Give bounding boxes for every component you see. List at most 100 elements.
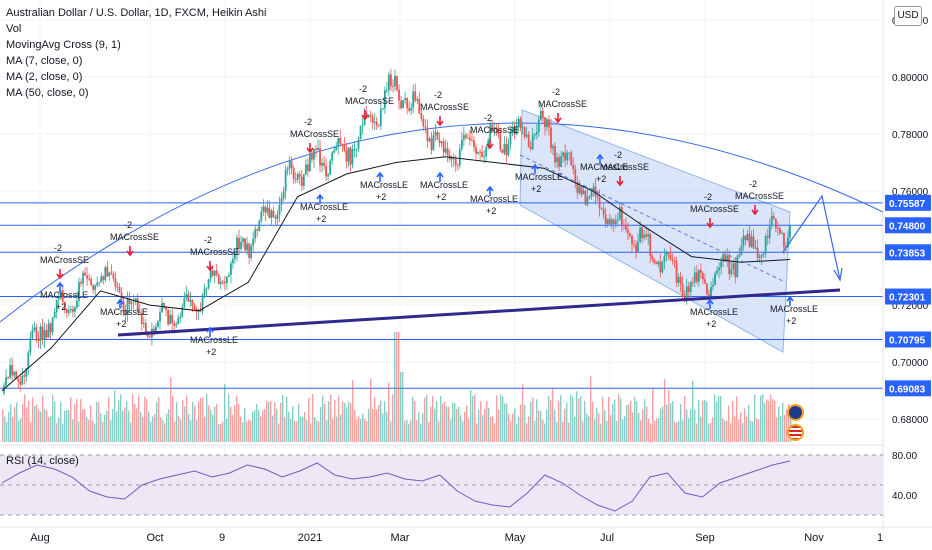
candle-body [481,152,483,157]
volume-bar [706,401,708,442]
volume-bar [158,396,160,442]
candle-body [740,245,743,255]
volume-bar [232,414,234,442]
candle-body [25,368,28,377]
candle-body [258,220,261,231]
volume-bar [278,423,280,442]
candle-body [19,381,22,385]
volume-bar [414,401,416,442]
candle-body [566,152,569,161]
candle-body [675,261,678,283]
volume-bar [38,410,40,442]
candle-body [687,286,690,293]
volume-bar [630,400,632,442]
candle-body [146,335,149,337]
volume-bar [656,418,658,442]
volume-bar [454,403,456,442]
volume-bar [756,418,758,442]
australia-flag-icon[interactable] [787,404,804,421]
volume-bar [588,416,590,442]
candle-body [331,152,334,161]
volume-bar [450,419,452,442]
volume-bar [170,377,172,442]
volume-bar [150,421,152,442]
candle-body [631,235,633,245]
buy-signal-count: +2 [786,316,796,326]
volume-bar [598,413,600,442]
candle-body [693,272,696,283]
volume-bar [498,409,500,442]
volume-bar [744,408,746,442]
candle-body [402,100,404,109]
candle-body [606,218,609,225]
candle-body [473,140,475,148]
volume-bar [142,417,144,442]
volume-bar [722,418,724,442]
volume-bar [76,399,78,442]
candle-body [284,170,287,192]
candle-body [673,260,676,262]
candle-body [199,309,202,312]
time-axis-label: Oct [146,532,163,544]
candle-body [61,290,64,302]
volume-bar [428,421,430,442]
volume-bar [242,422,244,442]
volume-bar [530,401,532,442]
volume-bar [476,423,478,442]
candle-body [375,121,378,126]
us-flag-icon[interactable] [787,424,804,441]
volume-bar [596,407,598,442]
candle-body [177,318,180,325]
volume-bar [494,423,496,442]
volume-bar [770,394,772,442]
volume-bar [400,372,402,442]
candle-body [643,234,646,238]
candle-body [187,293,190,302]
level-price-tag [885,288,931,305]
volume-bar [82,409,84,442]
candle-body [302,174,305,186]
volume-bar [536,399,538,442]
volume-bar [622,419,624,442]
buy-signal-label: MACrossLE [360,180,408,190]
volume-bar [708,423,710,442]
candle-body [712,285,714,287]
volume-bar [590,376,592,442]
volume-bar [750,420,752,442]
volume-bar [264,409,266,442]
volume-bar [472,396,474,442]
candle-body [394,75,396,87]
volume-bar [352,380,354,442]
candle-body [260,211,263,221]
volume-bar [336,416,338,442]
volume-bar [156,401,158,442]
volume-bar [36,404,38,442]
volume-bar [208,405,210,442]
candle-body [280,198,283,205]
candle-body [377,125,380,127]
candle-body [580,186,583,195]
candle-body [104,267,107,281]
volume-bar [506,403,508,442]
volume-bar [556,421,558,442]
candle-body [13,371,16,376]
currency-badge[interactable]: USD [894,6,922,26]
volume-bar [772,398,774,442]
volume-bar [660,408,662,442]
candle-body [633,244,635,246]
volume-bar [148,411,150,442]
volume-bar [332,418,334,442]
volume-bar [240,416,242,442]
candle-body [27,352,30,369]
candle-body [548,119,550,128]
volume-bar [416,420,418,442]
volume-bar [44,409,46,442]
candle-body [720,261,723,268]
volume-bar [490,416,492,442]
volume-bar [10,404,12,442]
candle-body [653,259,656,264]
candle-body [521,127,524,129]
candle-body [497,128,500,134]
level-price-text: 0.74800 [889,221,926,232]
